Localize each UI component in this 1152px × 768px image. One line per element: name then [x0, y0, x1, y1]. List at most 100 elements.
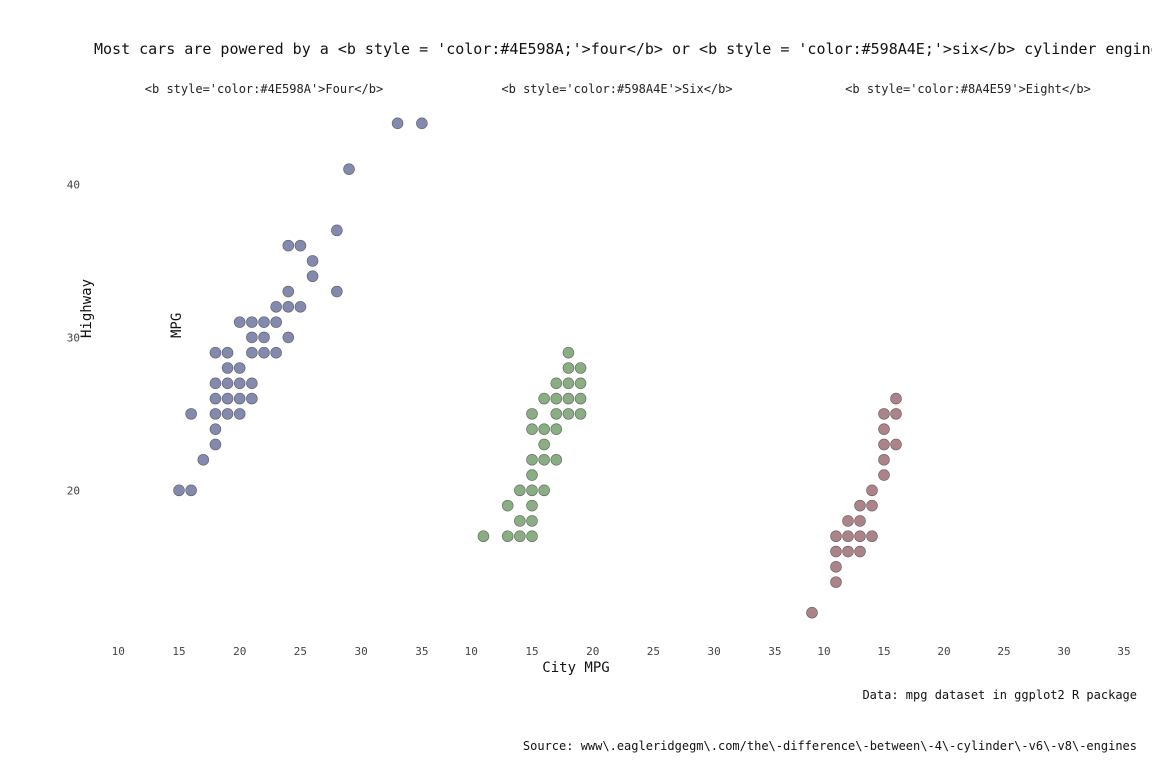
- data-point-2-22: [890, 392, 902, 405]
- data-point-0-28: [270, 346, 282, 359]
- data-point-1-25: [562, 392, 575, 405]
- data-point-1-9: [526, 484, 538, 497]
- data-point-0-6: [209, 408, 222, 420]
- data-point-2-4: [830, 530, 842, 543]
- data-point-0-39: [331, 285, 343, 298]
- facet-label-six: <b style='color:#598A4E'>Six</b>: [501, 82, 733, 96]
- data-point-1-7: [526, 515, 538, 527]
- x-tick-label-0-2: 20: [233, 645, 246, 658]
- data-point-0-12: [221, 377, 234, 390]
- chart-source: Source: www\.eagleridgegm\.com/the\-diff…: [522, 739, 1137, 753]
- data-point-1-26: [562, 377, 575, 390]
- data-point-0-4: [209, 438, 222, 451]
- data-point-1-27: [562, 362, 575, 374]
- x-tick-label-1-0: 10: [465, 645, 478, 658]
- data-point-0-17: [233, 377, 246, 390]
- data-point-0-2: [185, 408, 197, 420]
- data-point-2-9: [854, 530, 866, 543]
- data-point-0-5: [209, 423, 222, 435]
- data-point-0-30: [270, 301, 282, 313]
- data-point-0-37: [306, 270, 319, 283]
- data-point-0-13: [221, 362, 234, 374]
- data-point-1-1: [501, 530, 514, 543]
- data-point-0-0: [173, 484, 185, 497]
- data-point-0-38: [306, 255, 319, 267]
- data-point-0-27: [258, 316, 270, 328]
- data-point-2-10: [854, 515, 866, 527]
- data-point-2-2: [830, 561, 842, 573]
- data-point-1-30: [574, 392, 587, 405]
- data-point-1-13: [526, 408, 538, 420]
- x-tick-label-2-0: 10: [817, 645, 830, 658]
- data-point-0-7: [209, 392, 222, 405]
- data-point-0-43: [416, 117, 428, 130]
- data-point-0-24: [246, 316, 258, 328]
- data-point-0-40: [331, 224, 343, 237]
- x-tick-label-2-3: 25: [997, 645, 1010, 658]
- x-tick-label-0-5: 35: [415, 645, 428, 658]
- data-point-1-3: [514, 530, 526, 543]
- data-point-1-12: [526, 423, 538, 435]
- data-point-0-25: [258, 346, 270, 359]
- x-tick-label-2-5: 35: [1117, 645, 1130, 658]
- y-tick-label-0: 20: [67, 484, 80, 497]
- data-point-1-4: [514, 515, 526, 527]
- data-point-1-5: [514, 484, 526, 497]
- data-point-2-11: [854, 499, 866, 512]
- data-point-1-28: [562, 346, 575, 359]
- x-tick-label-1-1: 15: [525, 645, 538, 658]
- data-point-1-32: [574, 362, 587, 374]
- x-tick-label-2-1: 15: [877, 645, 890, 658]
- data-point-2-15: [878, 469, 890, 481]
- data-point-1-16: [538, 438, 550, 451]
- facet-label-four: <b style='color:#4E598A'>Four</b>: [144, 82, 384, 96]
- data-point-1-18: [538, 392, 550, 405]
- data-point-0-35: [294, 301, 307, 313]
- data-point-1-22: [550, 392, 563, 405]
- data-point-0-3: [197, 453, 210, 466]
- data-point-0-41: [343, 163, 355, 175]
- data-point-1-29: [574, 408, 587, 420]
- x-tick-label-0-1: 15: [172, 645, 185, 658]
- data-point-2-21: [890, 408, 902, 420]
- data-point-1-21: [550, 408, 563, 420]
- chart-title: Most cars are powered by a <b style = 'c…: [94, 40, 1152, 58]
- data-point-0-18: [233, 362, 246, 374]
- data-point-2-14: [866, 484, 878, 497]
- data-point-2-20: [890, 438, 902, 451]
- data-point-1-11: [526, 453, 538, 466]
- x-tick-label-0-4: 30: [355, 645, 368, 658]
- data-point-0-15: [233, 408, 246, 420]
- data-point-0-14: [221, 346, 234, 359]
- data-point-2-16: [878, 453, 890, 466]
- data-point-1-15: [538, 453, 550, 466]
- data-point-0-1: [185, 484, 197, 497]
- data-point-2-1: [830, 576, 842, 588]
- data-point-0-19: [233, 316, 246, 328]
- data-point-1-20: [550, 423, 563, 435]
- data-point-0-26: [258, 331, 270, 344]
- data-point-0-36: [294, 239, 307, 252]
- data-point-2-6: [842, 530, 854, 543]
- data-point-1-8: [526, 499, 538, 512]
- chart-caption: Data: mpg dataset in ggplot2 R package: [862, 688, 1137, 702]
- data-point-2-19: [878, 408, 890, 420]
- data-point-0-32: [282, 301, 295, 313]
- data-point-1-6: [526, 530, 538, 543]
- data-point-2-0: [806, 606, 818, 619]
- data-point-1-24: [562, 408, 575, 420]
- data-point-0-10: [221, 408, 234, 420]
- data-point-1-23: [550, 377, 563, 390]
- data-point-1-31: [574, 377, 587, 390]
- data-point-0-29: [270, 316, 282, 328]
- data-point-2-7: [842, 515, 854, 527]
- data-point-0-20: [246, 392, 258, 405]
- x-tick-label-1-3: 25: [647, 645, 660, 658]
- data-point-2-8: [854, 545, 866, 558]
- data-point-0-8: [209, 377, 222, 390]
- data-point-1-2: [501, 499, 514, 512]
- x-tick-label-1-4: 30: [708, 645, 721, 658]
- data-point-2-5: [842, 545, 854, 558]
- x-axis-label: City MPG: [542, 660, 610, 676]
